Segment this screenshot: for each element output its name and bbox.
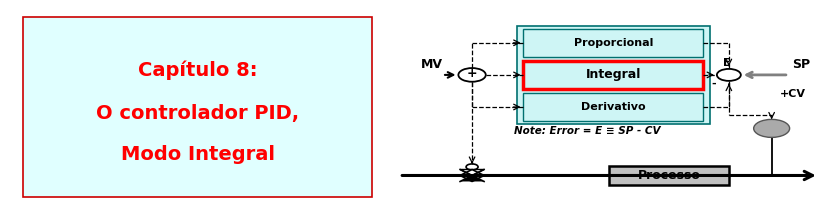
FancyBboxPatch shape [609,166,729,184]
FancyBboxPatch shape [517,26,709,124]
Polygon shape [460,169,484,175]
Text: Derivativo: Derivativo [581,102,645,112]
Text: Note: Error = E ≡ SP - CV: Note: Error = E ≡ SP - CV [514,126,661,135]
FancyBboxPatch shape [523,61,703,89]
Text: Modo Integral: Modo Integral [120,145,275,164]
Text: SP: SP [793,58,811,71]
Text: +CV: +CV [780,89,806,99]
FancyBboxPatch shape [523,93,703,121]
Text: Capítulo 8:: Capítulo 8: [137,60,258,80]
Text: +: + [467,67,477,80]
Text: MV: MV [421,58,443,71]
Text: O controlador PID,: O controlador PID, [96,104,299,123]
Text: Proporcional: Proporcional [574,38,653,48]
Circle shape [754,119,789,137]
Text: Processo: Processo [638,169,700,182]
FancyBboxPatch shape [23,17,372,197]
Text: E: E [723,58,731,68]
Text: -: - [712,79,716,89]
Text: Integral: Integral [586,68,641,81]
FancyBboxPatch shape [523,29,703,57]
Polygon shape [460,175,484,181]
